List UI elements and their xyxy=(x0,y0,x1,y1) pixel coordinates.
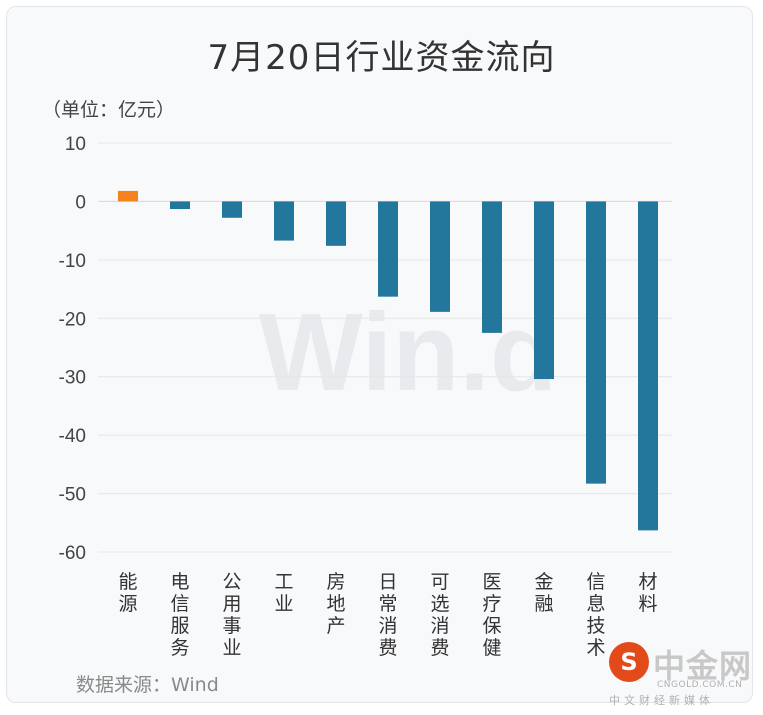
chart-card xyxy=(6,6,753,703)
y-tick-label: -40 xyxy=(59,426,86,447)
bar-1 xyxy=(170,201,190,210)
y-tick-label: -20 xyxy=(59,309,86,330)
logo-tagline: 中文财经新媒体 xyxy=(609,694,714,707)
x-category-label: 材料 xyxy=(638,571,657,615)
logo-domain: CNGOLD.COM.CN xyxy=(657,680,743,690)
bar-3 xyxy=(274,201,294,241)
bar-2 xyxy=(222,201,242,218)
x-category-label: 日常消费 xyxy=(378,571,397,659)
unit-label: （单位：亿元） xyxy=(42,99,176,121)
bar-5 xyxy=(378,201,398,297)
x-category-label: 电信服务 xyxy=(170,571,189,659)
bar-6 xyxy=(430,201,450,312)
x-category-label: 公用事业 xyxy=(222,571,241,659)
chart-title: 7月20日行业资金流向 xyxy=(207,38,556,78)
bar-7 xyxy=(482,201,502,333)
x-category-label: 医疗保健 xyxy=(482,571,501,659)
y-tick-label: -10 xyxy=(59,251,86,272)
y-tick-label: 0 xyxy=(75,192,86,213)
x-category-label: 金融 xyxy=(534,571,553,615)
bar-4 xyxy=(326,201,346,246)
logo-mark-icon: S xyxy=(609,642,649,682)
bar-10 xyxy=(638,201,658,531)
source-note: 数据来源：Wind xyxy=(76,674,219,696)
bar-0 xyxy=(118,190,138,202)
x-category-label: 工业 xyxy=(274,571,293,615)
y-tick-label: -60 xyxy=(59,543,86,564)
x-category-label: 可选消费 xyxy=(430,571,449,659)
y-tick-label: -50 xyxy=(59,485,86,506)
x-category-label: 房地产 xyxy=(326,571,345,637)
cngold-logo: S 中金网 CNGOLD.COM.CN 中文财经新媒体 xyxy=(607,641,757,707)
logo-name: 中金网 xyxy=(653,647,753,685)
x-category-label: 能源 xyxy=(118,571,137,615)
y-tick-label: -30 xyxy=(59,368,86,389)
y-tick-label: 10 xyxy=(65,134,86,155)
watermark: Win.d xyxy=(259,291,557,414)
bar-8 xyxy=(534,201,554,380)
bar-9 xyxy=(586,201,606,484)
x-category-label: 信息技术 xyxy=(586,571,605,659)
